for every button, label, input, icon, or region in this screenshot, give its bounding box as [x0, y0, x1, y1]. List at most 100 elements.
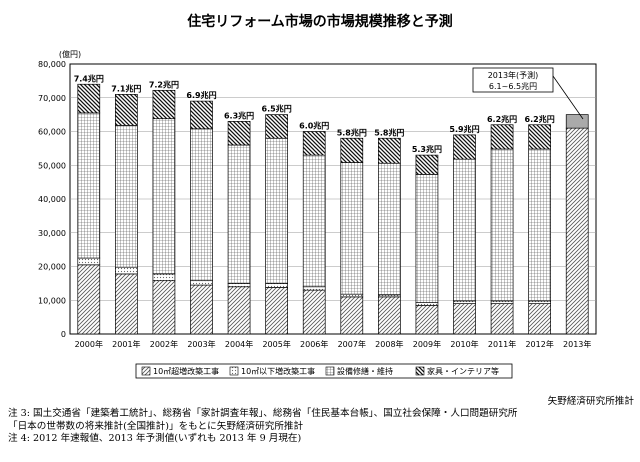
x-tick-label: 2010年 — [450, 339, 478, 349]
bar-segment — [152, 89, 176, 120]
x-tick-label: 2003年 — [187, 339, 215, 349]
bar-segment — [453, 300, 476, 304]
bar-segment — [378, 162, 401, 296]
data-label: 6.5兆円 — [262, 104, 292, 114]
legend-swatch — [415, 366, 425, 376]
bar-segment — [152, 280, 176, 335]
bar-segment — [490, 303, 514, 335]
bar-segment — [190, 100, 213, 130]
bar-segment — [453, 158, 476, 302]
callout-line1: 2013年(予測) — [488, 70, 539, 80]
legend-swatch — [325, 366, 335, 376]
y-tick-label: 40,000 — [38, 195, 66, 204]
bar-segment — [152, 273, 176, 282]
note-4: 注 4: 2012 年速報値、2013 年予測値(いずれも 2013 年 9 月… — [8, 433, 302, 445]
bar-segment — [378, 296, 401, 335]
x-tick-label: 2012年 — [525, 339, 553, 349]
bar-segment — [453, 134, 476, 160]
data-label: 7.1兆円 — [111, 83, 141, 93]
bar-segment — [302, 286, 326, 291]
data-label: 6.2兆円 — [487, 114, 517, 124]
x-tick-label: 2005年 — [262, 339, 290, 349]
callout-line2: 6.1~6.5兆円 — [489, 81, 537, 91]
bar-segment — [340, 162, 364, 295]
y-tick-label: 30,000 — [38, 229, 66, 238]
bar-segment — [77, 257, 101, 266]
y-tick-label: 70,000 — [38, 94, 66, 103]
bar-segment — [528, 124, 551, 150]
bar-segment — [528, 300, 551, 304]
bar-segment — [528, 303, 551, 335]
y-tick-label: 60,000 — [38, 128, 66, 137]
bar-segment — [77, 83, 101, 114]
y-tick-label: 10,000 — [38, 296, 66, 305]
data-label: 6.3兆円 — [224, 110, 254, 120]
data-label: 7.2兆円 — [149, 79, 179, 89]
bar-segment — [302, 131, 326, 156]
x-tick-label: 2011年 — [488, 339, 516, 349]
data-label: 6.0兆円 — [299, 121, 329, 131]
bar-segment — [115, 94, 138, 126]
chart-title: 住宅リフォーム市場の市場規模推移と予測 — [187, 13, 453, 30]
data-label: 6.2兆円 — [525, 114, 555, 124]
bar-segment — [115, 273, 138, 335]
forecast-range — [565, 114, 589, 129]
notes: 矢野経済研究所推計 注 3: 国土交通省「建築着工統計」、総務省「家計調査年報」… — [8, 396, 634, 446]
data-label: 6.9兆円 — [186, 90, 216, 100]
bar-segment — [265, 287, 288, 335]
bar-segment — [415, 302, 439, 306]
bar-segment — [115, 125, 138, 268]
x-tick-label: 2013年 — [563, 339, 591, 349]
x-tick-label: 2008年 — [375, 339, 403, 349]
x-tick-label: 2007年 — [338, 339, 366, 349]
y-tick-label: 80,000 — [38, 60, 66, 69]
bar-segment — [415, 154, 439, 175]
legend-swatch — [141, 366, 151, 376]
legend-label: 10㎡超増改築工事 — [153, 366, 219, 376]
bar-segment — [528, 148, 551, 302]
bar-segment — [190, 128, 213, 282]
legend-label: 10㎡以下増改築工事 — [241, 366, 315, 376]
data-label: 5.9兆円 — [449, 124, 479, 134]
bar-segment — [265, 283, 288, 288]
legend: 10㎡超増改築工事 10㎡以下増改築工事 設備修繕・維持 家具・インテリア等 — [135, 363, 513, 379]
bar-segment — [227, 144, 251, 284]
bar-segment — [190, 284, 213, 335]
bar-segment — [227, 121, 251, 146]
bar-segment — [340, 293, 364, 298]
legend-label: 家具・インテリア等 — [427, 366, 499, 376]
bar-segment — [490, 148, 514, 302]
x-tick-label: 2000年 — [75, 339, 103, 349]
data-label: 5.8兆円 — [374, 127, 404, 137]
bar-segment — [302, 289, 326, 335]
note-3-line-1: 注 3: 国土交通省「建築着工統計」、総務省「家計調査年報」、総務省「住民基本台… — [8, 408, 518, 420]
source-note: 矢野経済研究所推計 — [547, 396, 634, 407]
callout-box — [472, 67, 554, 93]
data-label: 5.8兆円 — [337, 127, 367, 137]
x-tick-label: 2004年 — [225, 339, 253, 349]
forecast-bar — [565, 127, 589, 335]
bar-segment — [77, 112, 101, 259]
legend-swatch — [229, 366, 239, 376]
bar-segment — [265, 137, 288, 284]
y-tick-label: 20,000 — [38, 263, 66, 272]
bar-segment — [302, 154, 326, 288]
bar-segment — [115, 266, 138, 275]
bar-segment — [227, 283, 251, 288]
bar-segment — [190, 280, 213, 286]
bar-segment — [490, 300, 514, 304]
bar-segment — [378, 137, 401, 164]
y-tick-label: 50,000 — [38, 161, 66, 170]
bar-segment — [490, 124, 514, 150]
chart: 住宅リフォーム市場の市場規模推移と予測 (億円) 0 10,000 20,000 30… — [38, 13, 597, 379]
note-3-line-2: 「日本の世帯数の将来推計(全国推計)」をもとに矢野経済研究所推計 — [8, 420, 304, 432]
bar-segment — [415, 174, 439, 303]
callout-leader — [552, 75, 584, 120]
x-tick-label: 2001年 — [112, 339, 140, 349]
bar-segment — [415, 304, 439, 335]
x-tick-label: 2002年 — [150, 339, 178, 349]
bar-segment — [453, 303, 476, 335]
bar-segment — [265, 114, 288, 139]
y-tick-label: 0 — [61, 330, 66, 339]
bar-segment — [227, 286, 251, 335]
